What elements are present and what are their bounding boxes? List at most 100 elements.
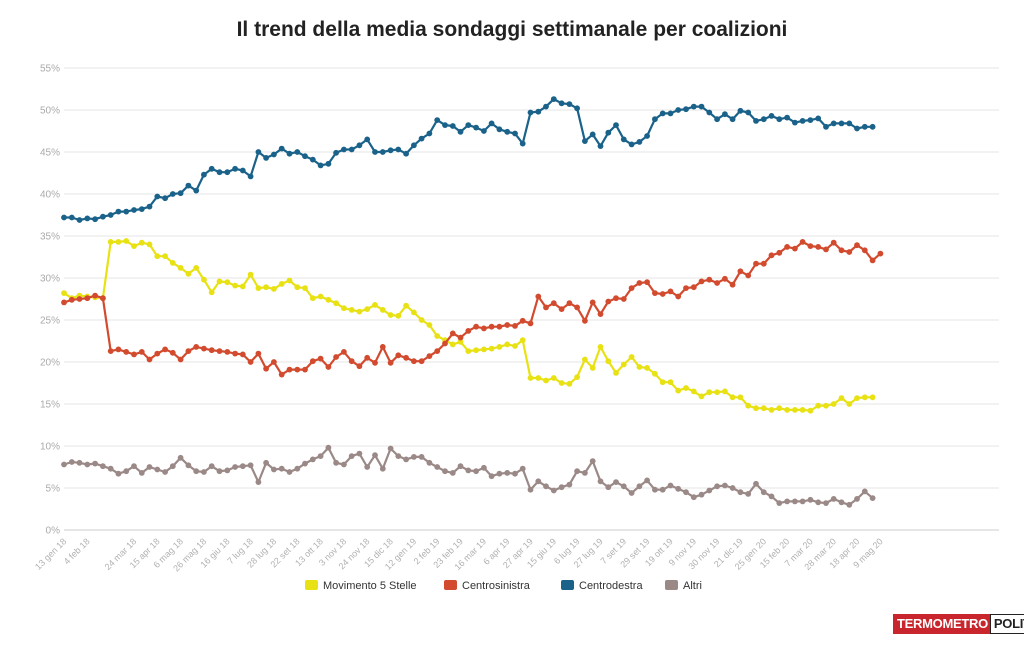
data-point[interactable]	[154, 193, 161, 200]
data-point[interactable]	[387, 445, 394, 452]
data-point[interactable]	[465, 328, 472, 334]
data-point[interactable]	[792, 245, 798, 252]
data-point[interactable]	[667, 379, 674, 386]
data-point[interactable]	[838, 499, 845, 506]
data-point[interactable]	[247, 271, 254, 278]
data-point[interactable]	[309, 456, 316, 463]
data-point[interactable]	[364, 136, 371, 143]
data-point[interactable]	[379, 465, 386, 472]
data-point[interactable]	[784, 407, 790, 413]
data-point[interactable]	[496, 323, 503, 330]
data-point[interactable]	[527, 109, 534, 116]
data-point[interactable]	[418, 317, 425, 323]
data-point[interactable]	[395, 453, 402, 459]
data-point[interactable]	[792, 119, 798, 126]
data-point[interactable]	[714, 389, 720, 396]
data-point[interactable]	[302, 460, 308, 467]
data-point[interactable]	[131, 207, 137, 213]
data-point[interactable]	[325, 296, 332, 303]
data-point[interactable]	[737, 394, 744, 401]
data-point[interactable]	[706, 487, 713, 494]
data-point[interactable]	[690, 103, 697, 110]
data-point[interactable]	[519, 465, 526, 472]
data-point[interactable]	[737, 107, 744, 114]
data-point[interactable]	[169, 463, 176, 470]
data-point[interactable]	[364, 354, 371, 361]
data-point[interactable]	[418, 135, 425, 142]
data-point[interactable]	[597, 143, 604, 150]
data-point[interactable]	[729, 116, 736, 123]
data-point[interactable]	[294, 465, 301, 472]
data-point[interactable]	[286, 469, 293, 475]
data-point[interactable]	[333, 459, 339, 466]
data-point[interactable]	[317, 293, 324, 300]
data-point[interactable]	[745, 109, 752, 116]
data-point[interactable]	[558, 306, 565, 312]
data-point[interactable]	[582, 317, 588, 324]
data-point[interactable]	[729, 281, 736, 288]
data-point[interactable]	[753, 480, 759, 487]
data-point[interactable]	[854, 125, 860, 132]
data-point[interactable]	[737, 489, 744, 496]
data-point[interactable]	[846, 501, 853, 508]
data-point[interactable]	[659, 291, 666, 297]
data-point[interactable]	[224, 467, 231, 474]
data-point[interactable]	[356, 450, 363, 457]
data-point[interactable]	[620, 361, 627, 368]
data-point[interactable]	[846, 249, 853, 255]
data-point[interactable]	[714, 116, 720, 123]
data-point[interactable]	[162, 195, 169, 202]
data-point[interactable]	[620, 296, 627, 302]
data-point[interactable]	[185, 182, 192, 189]
data-point[interactable]	[107, 465, 114, 472]
data-point[interactable]	[76, 296, 83, 302]
data-point[interactable]	[146, 203, 153, 210]
data-point[interactable]	[449, 330, 456, 337]
data-point[interactable]	[255, 285, 262, 291]
data-point[interactable]	[861, 247, 868, 254]
data-point[interactable]	[372, 302, 378, 308]
data-point[interactable]	[317, 453, 324, 459]
data-point[interactable]	[488, 323, 495, 330]
data-point[interactable]	[177, 265, 184, 271]
data-point[interactable]	[387, 147, 394, 154]
data-point[interactable]	[815, 115, 822, 122]
data-point[interactable]	[317, 355, 324, 362]
data-point[interactable]	[348, 307, 355, 313]
data-point[interactable]	[527, 375, 534, 381]
data-point[interactable]	[776, 500, 783, 506]
data-point[interactable]	[714, 483, 720, 490]
data-point[interactable]	[107, 239, 114, 245]
data-point[interactable]	[411, 142, 417, 149]
data-point[interactable]	[527, 486, 534, 493]
data-point[interactable]	[784, 498, 790, 505]
data-point[interactable]	[628, 490, 635, 496]
data-point[interactable]	[286, 150, 293, 157]
data-point[interactable]	[861, 123, 868, 130]
data-point[interactable]	[675, 485, 682, 492]
data-point[interactable]	[403, 354, 409, 361]
data-point[interactable]	[239, 167, 246, 174]
data-point[interactable]	[675, 107, 682, 113]
data-point[interactable]	[644, 477, 650, 484]
data-point[interactable]	[348, 453, 355, 459]
data-point[interactable]	[239, 463, 246, 470]
data-point[interactable]	[449, 341, 456, 348]
data-point[interactable]	[442, 122, 448, 128]
data-point[interactable]	[325, 364, 332, 370]
data-point[interactable]	[333, 300, 339, 307]
data-point[interactable]	[208, 289, 215, 296]
data-point[interactable]	[620, 483, 627, 490]
data-point[interactable]	[411, 309, 417, 316]
data-point[interactable]	[838, 247, 845, 254]
data-point[interactable]	[457, 338, 464, 345]
data-point[interactable]	[652, 370, 658, 377]
data-point[interactable]	[566, 300, 573, 307]
data-point[interactable]	[341, 349, 347, 355]
data-point[interactable]	[208, 463, 215, 470]
data-point[interactable]	[76, 217, 83, 223]
data-point[interactable]	[854, 242, 860, 249]
data-point[interactable]	[100, 295, 106, 302]
data-point[interactable]	[628, 354, 635, 360]
data-point[interactable]	[830, 496, 837, 502]
